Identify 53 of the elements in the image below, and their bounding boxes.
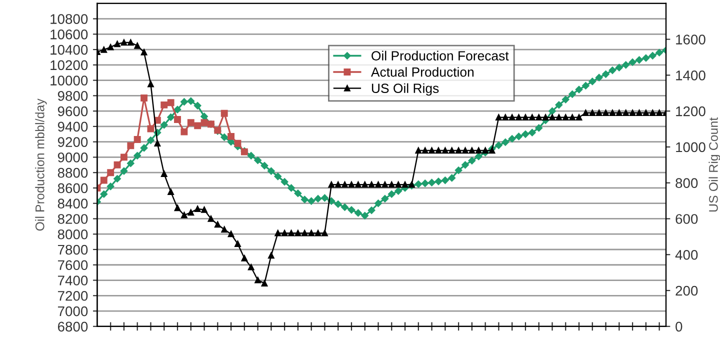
- point: [120, 154, 128, 161]
- point: [107, 169, 114, 176]
- y-tick-label: 6800: [58, 322, 88, 332]
- point: [220, 110, 228, 117]
- y-tick-label: 10800: [50, 14, 88, 24]
- y-tick-label: 9400: [58, 122, 88, 132]
- y2-tick-label: 1000: [676, 142, 706, 152]
- y-tick-label: 10600: [50, 29, 88, 40]
- y-tick-label: 9000: [58, 152, 88, 162]
- point: [200, 119, 208, 126]
- point: [140, 94, 148, 102]
- y-tick-label: 8600: [58, 183, 88, 194]
- y-tick-label: 9600: [58, 106, 88, 116]
- point: [147, 125, 154, 132]
- point: [234, 140, 242, 147]
- point: [174, 116, 181, 123]
- point: [160, 101, 168, 108]
- y-tick-label: 10400: [50, 44, 88, 55]
- point: [187, 119, 194, 126]
- point: [228, 132, 235, 140]
- y2-tick-label: 0: [676, 322, 682, 332]
- y2-tick-label: 1200: [676, 106, 706, 116]
- y-tick-label: 8800: [58, 168, 88, 178]
- y2-tick-label: 1400: [676, 70, 706, 80]
- y-tick-label: 8200: [58, 214, 88, 224]
- y-tick-label: 7200: [58, 290, 88, 301]
- y-tick-label: 10000: [50, 76, 88, 86]
- y-axis-title: Oil Production mbbl/day: [35, 98, 47, 231]
- y-tick-label: 9800: [58, 91, 88, 101]
- legend-label: Actual Production: [370, 67, 474, 77]
- point: [100, 176, 108, 184]
- y2-tick-label: 200: [676, 286, 698, 296]
- legend-label: US Oil Rigs: [372, 83, 439, 96]
- y2-tick-label: 1600: [676, 34, 706, 44]
- point: [127, 142, 134, 150]
- point: [114, 161, 121, 168]
- y2-tick-label: 800: [676, 178, 698, 188]
- y-tick-label: 9200: [58, 137, 88, 147]
- point: [194, 122, 202, 130]
- y-tick-label: 7600: [58, 260, 88, 270]
- y-tick-label: 8000: [58, 229, 88, 240]
- y-tick-label: 7800: [58, 244, 88, 255]
- point: [134, 136, 141, 143]
- legend-label: Oil Production Forecast: [372, 50, 509, 60]
- y-tick-label: 8400: [58, 198, 88, 209]
- point: [180, 128, 188, 136]
- point: [167, 99, 174, 106]
- y2-tick-label: 600: [676, 214, 698, 224]
- y-tick-label: 7400: [58, 276, 88, 286]
- y-tick-label: 10200: [50, 60, 88, 70]
- y2-axis-title: US Oil Rig Count: [708, 117, 720, 212]
- y-tick-label: 7000: [58, 306, 88, 316]
- y2-tick-label: 400: [675, 250, 698, 260]
